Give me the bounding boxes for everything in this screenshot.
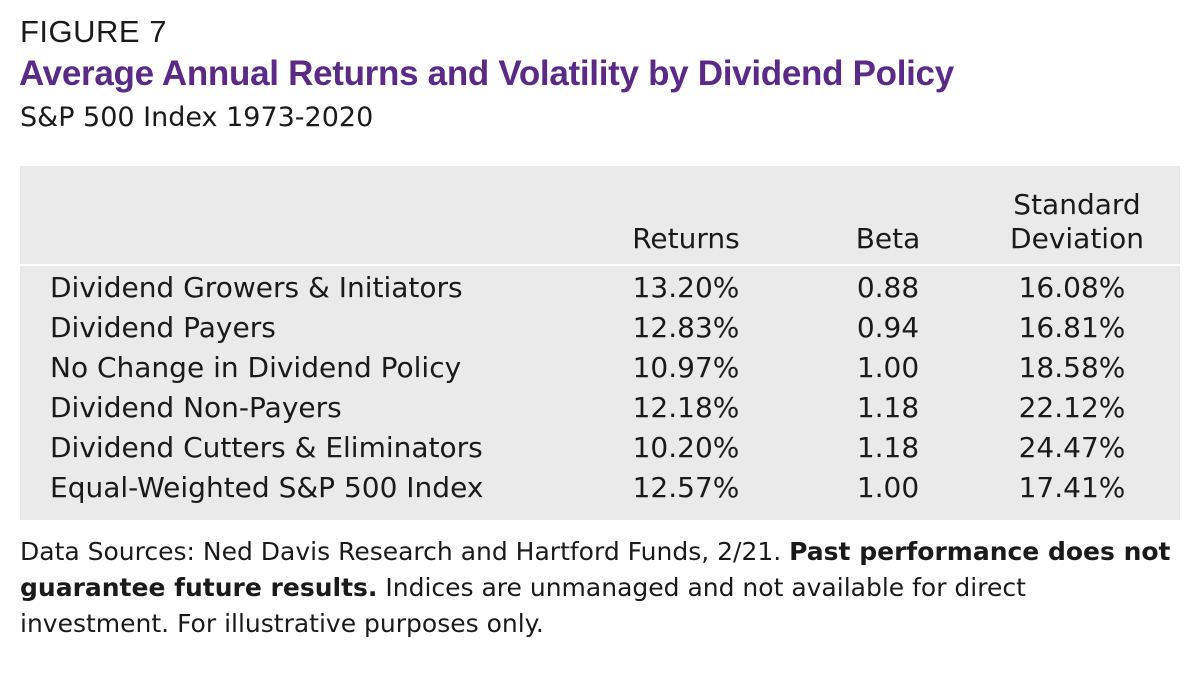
- row-label: Dividend Cutters & Eliminators: [50, 431, 483, 464]
- table-row: No Change in Dividend Policy 10.97% 1.00 18…: [20, 348, 1180, 388]
- chart-subtitle: S&P 500 Index 1973-2020: [20, 102, 374, 133]
- footnote: Data Sources: Ned Davis Research and Har…: [20, 534, 1180, 642]
- table-row: Dividend Growers & Initiators 13.20% 0.88 1…: [20, 268, 1180, 308]
- beta-value: 1.18: [856, 391, 920, 424]
- standard-deviation-value: 18.58%: [1018, 351, 1126, 384]
- standard-deviation-value: 16.08%: [1018, 271, 1126, 304]
- footnote-sources: Data Sources: Ned Davis Research and Har…: [20, 537, 790, 566]
- table-row: Dividend Payers 12.83% 0.94 16.81%: [20, 308, 1180, 348]
- row-label: No Change in Dividend Policy: [50, 351, 462, 384]
- returns-value: 12.57%: [632, 471, 740, 504]
- returns-value: 12.18%: [632, 391, 740, 424]
- footnote-disclaimer: Past performance does not guarantee futu…: [20, 537, 1171, 602]
- table-row: Equal-Weighted S&P 500 Index 12.57% 1.00 17…: [20, 468, 1180, 508]
- beta-value: 0.94: [856, 311, 920, 344]
- standard-deviation-value: 24.47%: [1018, 431, 1126, 464]
- row-label: Dividend Growers & Initiators: [50, 271, 463, 304]
- row-label: Dividend Non-Payers: [50, 391, 342, 424]
- returns-value: 12.83%: [632, 311, 740, 344]
- column-header-sd-line2: Deviation: [1010, 222, 1144, 255]
- standard-deviation-value: 22.12%: [1018, 391, 1126, 424]
- footnote-notes: Indices are unmanaged and not available …: [20, 573, 1026, 638]
- beta-value: 0.88: [856, 271, 920, 304]
- chart-title: Average Annual Returns and Volatility by…: [19, 54, 954, 93]
- table-row: Dividend Cutters & Eliminators 10.20% 1.18…: [20, 428, 1180, 468]
- beta-value: 1.00: [856, 351, 920, 384]
- column-header-returns: Returns: [632, 222, 740, 255]
- table-row: Dividend Non-Payers 12.18% 1.18 22.12%: [20, 388, 1180, 428]
- standard-deviation-value: 16.81%: [1018, 311, 1126, 344]
- row-label: Dividend Payers: [50, 311, 276, 344]
- row-label: Equal-Weighted S&P 500 Index: [50, 471, 484, 504]
- header-divider: [20, 264, 1180, 266]
- figure-label: FIGURE 7: [20, 14, 167, 49]
- column-header-standard-deviation: Standard Deviation: [972, 188, 1182, 256]
- returns-value: 13.20%: [632, 271, 740, 304]
- beta-value: 1.18: [856, 431, 920, 464]
- table-panel: [20, 166, 1180, 520]
- returns-value: 10.97%: [632, 351, 740, 384]
- column-header-beta: Beta: [855, 222, 921, 255]
- table-body: Dividend Growers & Initiators 13.20% 0.88 1…: [20, 268, 1180, 508]
- beta-value: 1.00: [856, 471, 920, 504]
- column-header-sd-line1: Standard: [1013, 188, 1141, 221]
- returns-value: 10.20%: [632, 431, 740, 464]
- standard-deviation-value: 17.41%: [1018, 471, 1126, 504]
